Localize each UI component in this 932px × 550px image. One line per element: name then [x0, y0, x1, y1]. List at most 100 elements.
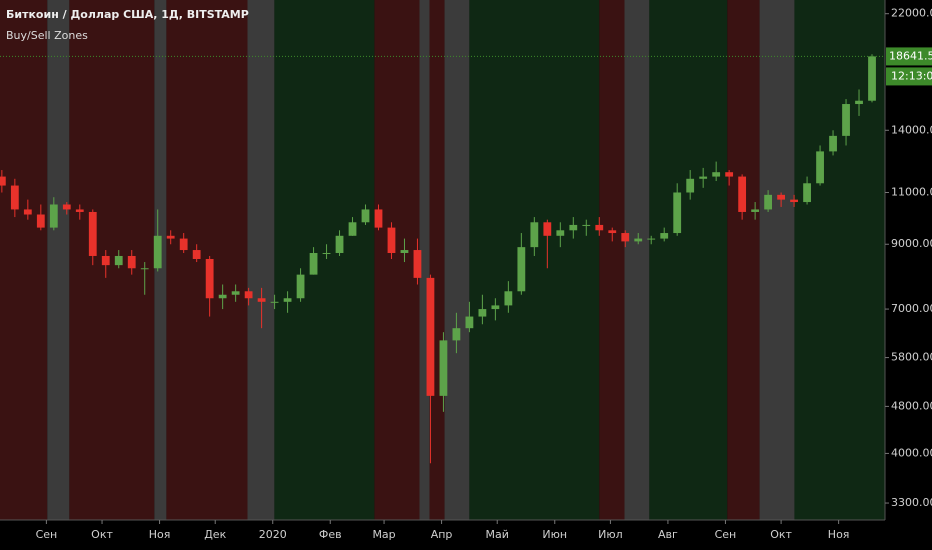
zone	[0, 0, 48, 520]
candle-body	[803, 183, 811, 203]
timer-box	[886, 67, 932, 86]
candle-body	[75, 209, 84, 212]
y-tick-label: 7000.00	[891, 302, 932, 315]
zone	[69, 0, 155, 520]
candle-body	[283, 298, 292, 302]
zone	[599, 0, 625, 520]
candle-body	[816, 151, 824, 184]
candle-body	[543, 222, 552, 236]
candle-body	[673, 192, 682, 234]
candle-body	[335, 235, 344, 253]
candle-body	[491, 305, 500, 310]
candle-body	[88, 211, 97, 256]
y-tick-label: 4800.00	[891, 399, 932, 412]
x-tick-label: Сен	[715, 528, 737, 541]
indicator-label: Buy/Sell Zones	[6, 29, 88, 42]
candle-body	[244, 291, 253, 299]
candle-body	[127, 255, 136, 269]
candle-body	[361, 209, 370, 223]
candle-body	[10, 185, 19, 210]
candle-body	[166, 235, 175, 239]
candle-body	[153, 235, 162, 269]
candle-body	[764, 194, 773, 210]
x-tick-label: Мар	[372, 528, 395, 541]
candle-body	[374, 209, 383, 228]
zone	[247, 0, 275, 520]
candle-body	[699, 176, 708, 179]
candle-body	[725, 172, 734, 177]
plot-area	[0, 0, 885, 520]
candle-body	[400, 250, 409, 253]
zone	[429, 0, 445, 520]
y-tick-label: 22000.00	[891, 7, 932, 20]
candle-body	[686, 178, 695, 193]
candle-body	[608, 230, 617, 234]
y-tick-label: 9000.00	[891, 237, 932, 250]
candle-body	[309, 252, 318, 275]
candle-body	[621, 233, 630, 242]
candle-body	[790, 199, 798, 203]
zone	[649, 0, 728, 520]
zone	[374, 0, 420, 520]
y-tick-label: 4000.00	[891, 446, 932, 459]
candle-body	[478, 309, 487, 317]
candle-body	[439, 340, 448, 396]
candle-body	[205, 258, 214, 299]
y-tick-label: 3300.00	[891, 496, 932, 509]
chart-title: Биткоин / Доллар США, 1Д, BITSTAMP	[6, 8, 249, 21]
candle-body	[387, 227, 396, 253]
candle-body	[413, 250, 422, 278]
candle-body	[660, 233, 669, 239]
candle-body	[504, 291, 513, 306]
x-tick-label: Ноя	[149, 528, 171, 541]
candle-body	[231, 291, 240, 295]
candle-body	[751, 209, 760, 212]
candle-body	[582, 224, 591, 226]
candle-body	[23, 209, 32, 215]
candle-body	[842, 104, 850, 136]
x-tick-label: Апр	[431, 528, 453, 541]
x-tick-label: Ноя	[828, 528, 850, 541]
candle-body	[140, 268, 149, 270]
x-tick-label: Июл	[598, 528, 623, 541]
zone	[624, 0, 650, 520]
zone	[47, 0, 70, 520]
zone	[727, 0, 760, 520]
candle-body	[192, 250, 201, 259]
x-tick-label: Май	[486, 528, 509, 541]
x-tick-label: Фев	[319, 528, 342, 541]
candle-body	[270, 301, 279, 303]
y-tick-label: 14000.00	[891, 123, 932, 136]
y-tick-label: 11000.00	[891, 185, 932, 198]
candle-body	[179, 238, 188, 251]
candle-body	[868, 56, 876, 101]
zone	[274, 0, 375, 520]
x-tick-label: 2020	[259, 528, 287, 541]
candle-body	[426, 277, 435, 396]
x-tick-label: Авг	[658, 528, 678, 541]
candle-body	[101, 255, 110, 266]
zone	[759, 0, 795, 520]
x-tick-label: Дек	[204, 528, 226, 541]
candle-body	[114, 255, 123, 266]
x-tick-label: Окт	[770, 528, 792, 541]
candle-body	[556, 230, 565, 236]
candle-body	[62, 204, 71, 210]
candle-body	[465, 316, 474, 329]
last-price-box	[886, 47, 932, 66]
candle-body	[595, 224, 604, 231]
y-tick-label: 5800.00	[891, 351, 932, 364]
zone	[444, 0, 470, 520]
candle-body	[647, 238, 656, 240]
candle-body	[634, 238, 643, 242]
candle-body	[530, 222, 539, 248]
candle-body	[517, 247, 526, 292]
x-tick-label: Окт	[91, 528, 113, 541]
candle-body	[569, 224, 578, 231]
zone	[469, 0, 600, 520]
candle-body	[855, 100, 863, 105]
candle-body	[218, 294, 227, 299]
candle-body	[322, 252, 331, 254]
x-tick-label: Июн	[542, 528, 567, 541]
